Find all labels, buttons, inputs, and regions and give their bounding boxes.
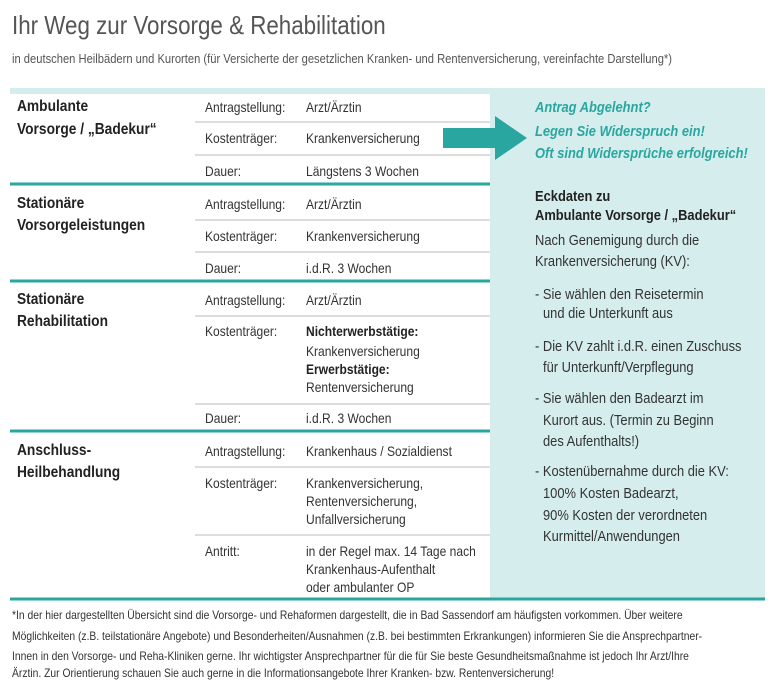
title: Ihr Weg zur Vorsorge & Rehabilitation bbox=[12, 10, 386, 40]
row-value: Unfallversicherung bbox=[306, 511, 406, 527]
facts-item: - Kostenübernahme durch die KV: bbox=[535, 462, 729, 480]
row-value: Rentenversicherung, bbox=[306, 493, 418, 509]
facts-item: 100% Kosten Badearzt, bbox=[543, 484, 679, 502]
footnote: Innen in den Vorsorge- und Reha-Kliniken… bbox=[12, 649, 689, 663]
facts-heading: Ambulante Vorsorge / „Badekur“ bbox=[535, 206, 737, 224]
callout: Oft sind Widersprüche erfolgreich! bbox=[535, 144, 748, 162]
row-label: Antritt: bbox=[205, 543, 240, 559]
row-label: Antragstellung: bbox=[205, 99, 286, 115]
row-value: Krankenversicherung, bbox=[306, 475, 424, 491]
row-label: Antragstellung: bbox=[205, 196, 286, 212]
row-value: Krankenhaus / Sozialdienst bbox=[306, 443, 452, 459]
top-band bbox=[10, 88, 490, 94]
row-label: Antragstellung: bbox=[205, 292, 286, 308]
row-value: Arzt/Ärztin bbox=[306, 196, 362, 212]
callout: Legen Sie Widerspruch ein! bbox=[535, 122, 705, 140]
row-label: Kostenträger: bbox=[205, 475, 278, 491]
section-name: Stationäre bbox=[17, 291, 85, 308]
facts-item: für Unterkunft/Verpflegung bbox=[543, 358, 694, 376]
row-value: i.d.R. 3 Wochen bbox=[306, 260, 392, 276]
facts-item: - Sie wählen den Badearzt im bbox=[535, 389, 704, 407]
footnote: Möglichkeiten (z.B. teilstationäre Angeb… bbox=[12, 629, 703, 643]
facts-item: 90% Kosten der verordneten bbox=[543, 506, 708, 524]
facts-intro: Nach Genemigung durch die bbox=[535, 231, 700, 249]
row-label: Kostenträger: bbox=[205, 323, 278, 339]
row-label: Antragstellung: bbox=[205, 443, 286, 459]
facts-item: Kurmittel/Anwendungen bbox=[543, 527, 680, 545]
row-value: Arzt/Ärztin bbox=[306, 99, 362, 115]
row-value: in der Regel max. 14 Tage nach bbox=[306, 543, 476, 559]
row-label: Dauer: bbox=[205, 410, 242, 426]
facts-item: - Die KV zahlt i.d.R. einen Zuschuss bbox=[535, 337, 742, 355]
row-value: i.d.R. 3 Wochen bbox=[306, 410, 392, 426]
row-value: Krankenhaus-Aufenthalt bbox=[306, 561, 436, 577]
row-label: Dauer: bbox=[205, 163, 242, 179]
row-value: Nichterwerbstätige: bbox=[306, 323, 419, 339]
facts-item: Kurort aus. (Termin zu Beginn bbox=[543, 411, 714, 429]
row-label: Kostenträger: bbox=[205, 130, 278, 146]
row-value: Krankenversicherung bbox=[306, 130, 420, 146]
row-value: Krankenversicherung bbox=[306, 343, 420, 359]
row-label: Kostenträger: bbox=[205, 228, 278, 244]
section-name: Stationäre bbox=[17, 195, 85, 212]
section-name: Anschluss- bbox=[17, 442, 92, 459]
section-name: Vorsorge / „Badekur“ bbox=[17, 121, 157, 138]
facts-intro: Krankenversicherung (KV): bbox=[535, 252, 690, 270]
section-dividers bbox=[10, 182, 765, 601]
row-label: Dauer: bbox=[205, 260, 242, 276]
row-value: Krankenversicherung bbox=[306, 228, 420, 244]
facts-heading: Eckdaten zu bbox=[535, 187, 611, 205]
callout: Antrag Abgelehnt? bbox=[535, 98, 651, 116]
facts-item: und die Unterkunft aus bbox=[543, 304, 673, 322]
section-name: Vorsorgeleistungen bbox=[17, 217, 146, 234]
row-value: Arzt/Ärztin bbox=[306, 292, 362, 308]
row-value: Rentenversicherung bbox=[306, 379, 414, 395]
facts-item: - Sie wählen den Reisetermin bbox=[535, 285, 704, 303]
footnote: *In der hier dargestellten Übersicht sin… bbox=[12, 608, 683, 622]
section-name: Rehabilitation bbox=[17, 313, 108, 330]
subtitle: in deutschen Heilbädern und Kurorten (fü… bbox=[12, 50, 673, 66]
arrow bbox=[443, 116, 527, 160]
info-panel bbox=[490, 88, 765, 598]
footnote: Ärztin. Zur Orientierung schauen Sie auc… bbox=[12, 666, 555, 680]
row-dividers bbox=[195, 121, 490, 536]
row-value: Erwerbstätige: bbox=[306, 361, 390, 377]
row-value: Längstens 3 Wochen bbox=[306, 163, 419, 179]
row-value: oder ambulanter OP bbox=[306, 579, 415, 595]
facts-item: des Aufenthalts!) bbox=[543, 432, 640, 450]
section-name: Heilbehandlung bbox=[17, 464, 121, 481]
section-name: Ambulante bbox=[17, 98, 89, 115]
